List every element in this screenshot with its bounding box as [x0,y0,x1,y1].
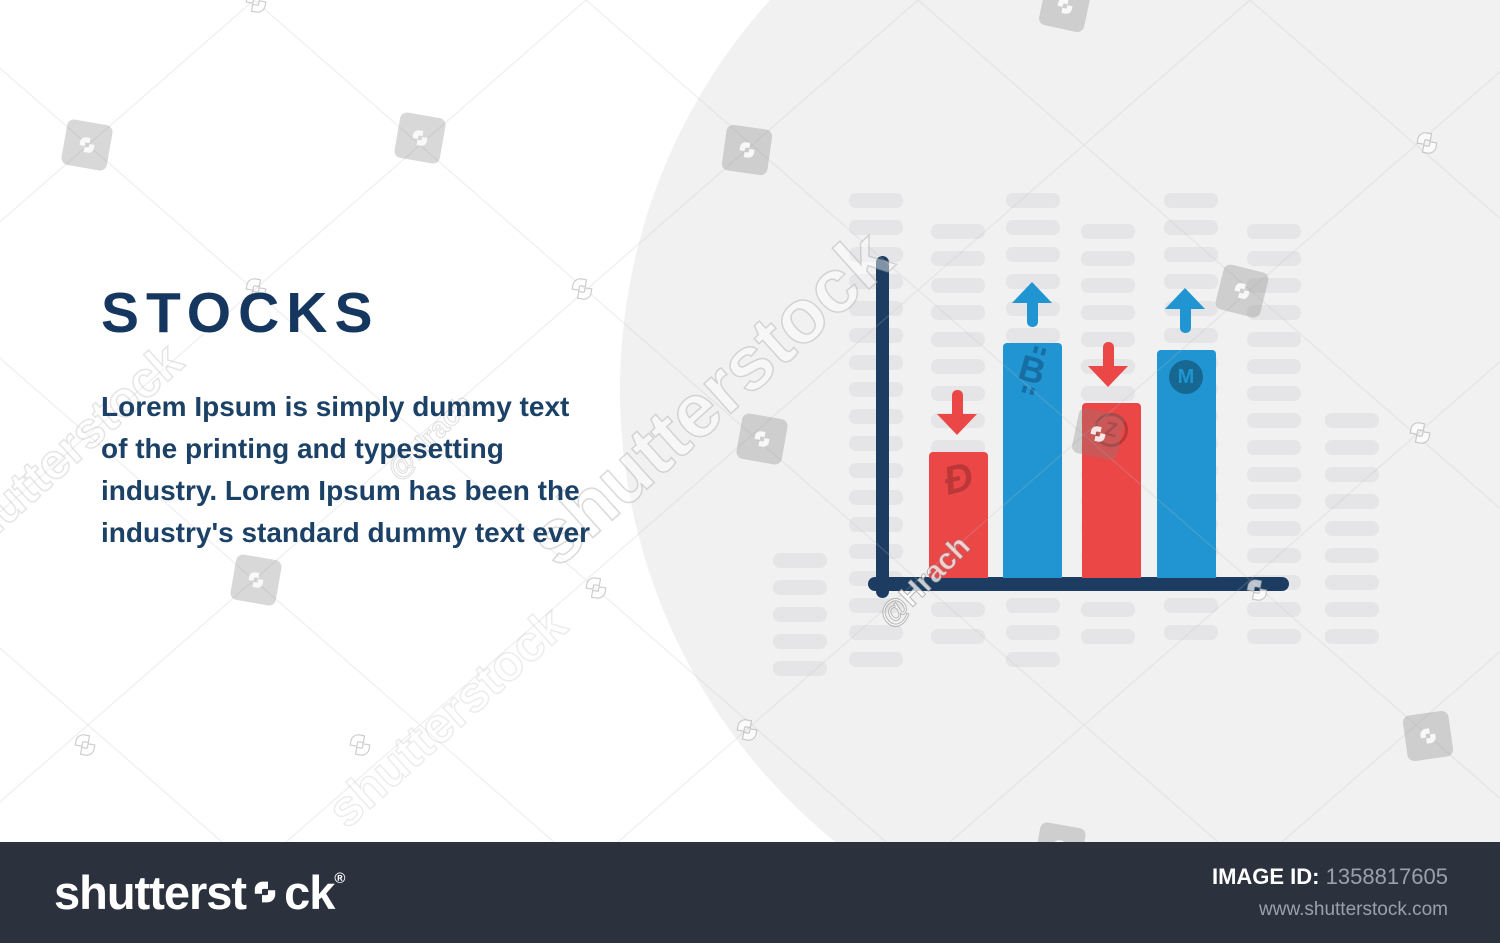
x-axis [868,577,1289,591]
paragraph-line: Lorem Ipsum is simply dummy text [101,391,570,422]
arrow-stem [1026,302,1038,327]
logo-text-suffix: ck [284,866,335,919]
page-title: STOCKS [101,281,380,345]
bitcoin-symbol: B [1014,345,1050,396]
up-arrow-icon [1012,282,1052,327]
up-arrow-icon [1165,288,1205,333]
shutterstock-mark-icon [254,881,276,903]
left-text-block: STOCKS Lorem Ipsum is simply dummy text … [101,284,601,554]
arrow-stem [951,390,963,415]
zcash-symbol: Z [1090,409,1132,451]
shutterstock-footer-bar: shutterst ck ® IMAGE ID: 1358817605 www.… [0,842,1500,943]
arrow-stem [1102,342,1114,367]
bitcoin-coin-icon: B [1014,345,1050,396]
monero-coin-icon: M [1168,359,1204,395]
y-axis [876,256,889,598]
down-arrow-icon [1088,342,1128,387]
image-id-line: IMAGE ID: 1358817605 [1212,864,1448,890]
body-paragraph: Lorem Ipsum is simply dummy text of the … [101,386,601,554]
zcash-coin-icon: Z [1090,409,1132,451]
registered-mark: ® [334,870,345,887]
paragraph-line: industry's standard dummy text ever [101,517,591,548]
logo-text-prefix: shutterst [54,866,247,919]
down-arrow-icon [937,390,977,435]
shutterstock-logo: shutterst ck ® [54,866,345,919]
website-url: www.shutterstock.com [1259,899,1448,920]
image-id-value: 1358817605 [1325,864,1448,889]
paragraph-line: industry. Lorem Ipsum has been the [101,475,580,506]
arrow-head [937,414,977,435]
paragraph-line: of the printing and typesetting [101,433,504,464]
dash-symbol: Ð [938,454,978,504]
footer-meta: IMAGE ID: 1358817605 www.shutterstock.co… [1212,864,1448,921]
dash-coin-icon: Ð [938,454,978,504]
arrow-head [1088,366,1128,387]
arrow-head [1012,282,1052,303]
arrow-stem [1179,308,1191,333]
image-id-label: IMAGE ID: [1211,864,1320,889]
monero-symbol: M [1169,360,1203,394]
arrow-head [1165,288,1205,309]
